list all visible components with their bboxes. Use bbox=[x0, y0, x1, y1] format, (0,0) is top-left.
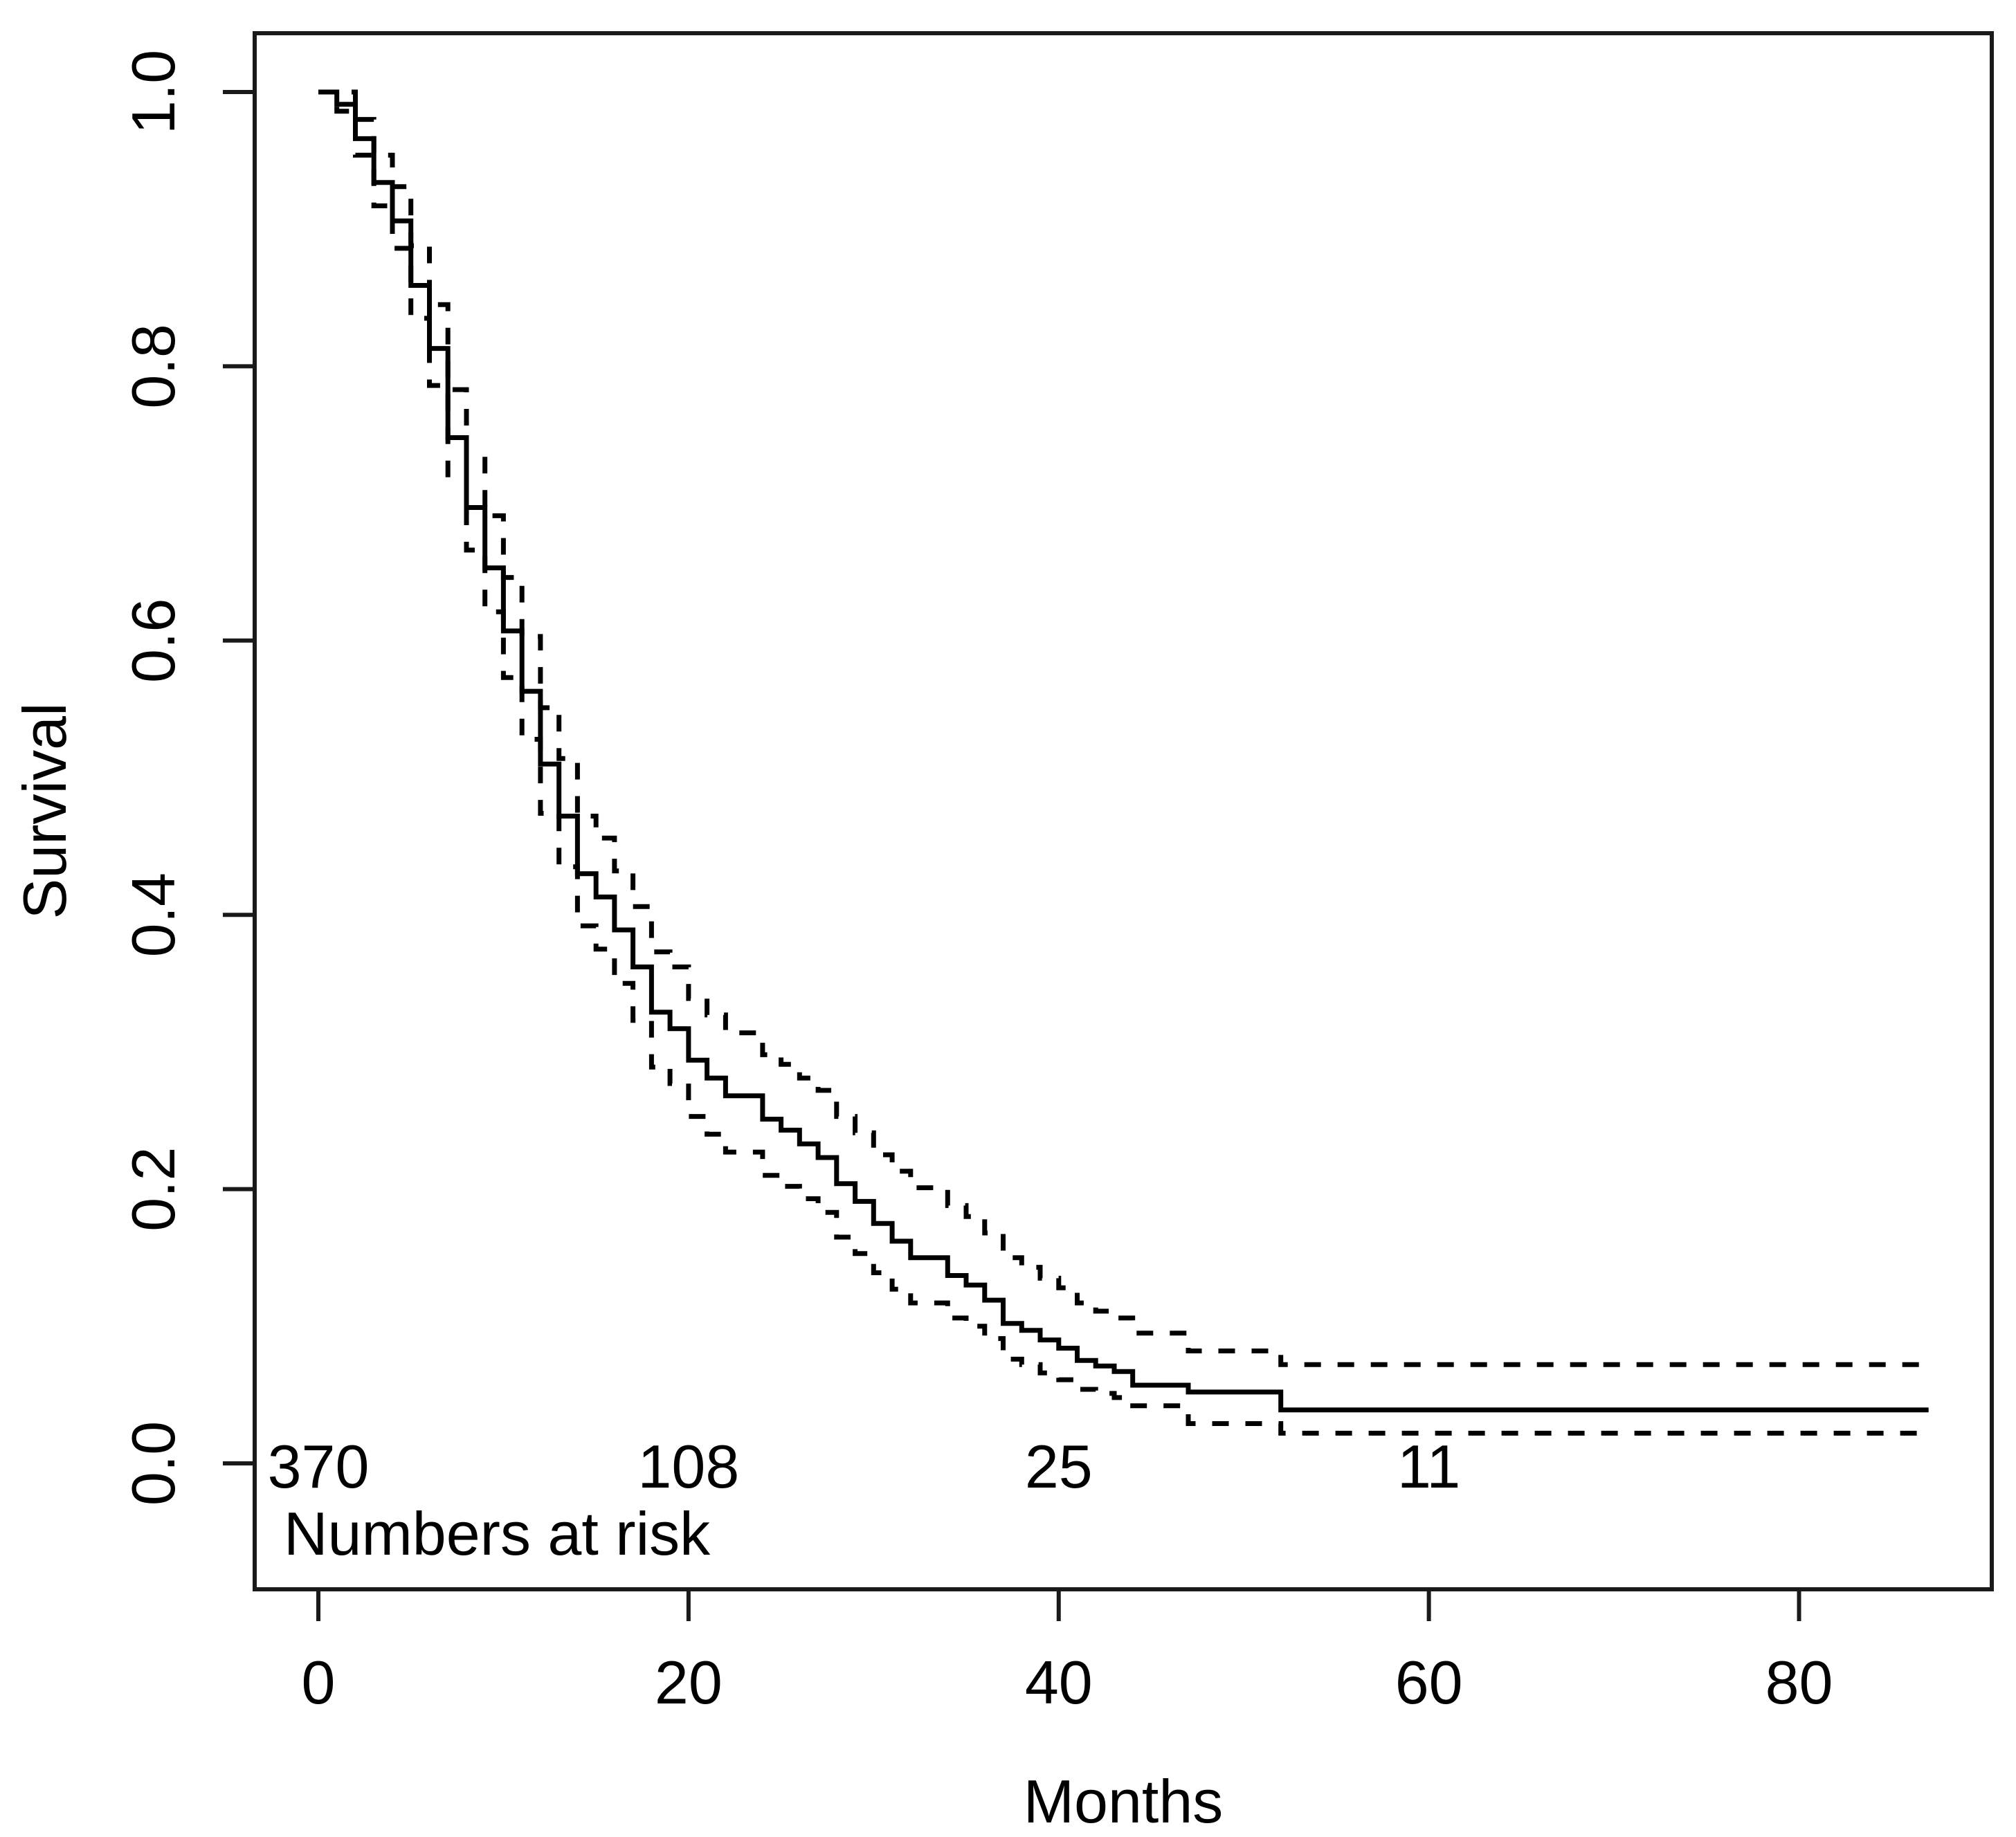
risk-count: 11 bbox=[1397, 1432, 1460, 1501]
numbers-at-risk-label: Numbers at risk bbox=[284, 1499, 711, 1568]
plot-frame bbox=[253, 31, 1994, 1591]
x-axis-ticks: 0 20 40 60 80 bbox=[302, 1589, 1833, 1717]
x-tick-label: 0 bbox=[302, 1648, 336, 1717]
y-tick-label: 0.4 bbox=[119, 872, 188, 957]
risk-count-row: 370 108 25 11 bbox=[268, 1432, 1461, 1501]
y-tick-label: 0.2 bbox=[119, 1146, 188, 1231]
risk-count: 108 bbox=[637, 1432, 739, 1501]
y-tick-label: 0.8 bbox=[119, 324, 188, 408]
y-tick-label: 0.0 bbox=[119, 1421, 188, 1506]
x-tick-label: 80 bbox=[1765, 1648, 1833, 1717]
y-tick-label: 1.0 bbox=[119, 50, 188, 134]
risk-count: 25 bbox=[1025, 1432, 1093, 1501]
survival-curve bbox=[318, 89, 1929, 1413]
x-tick-label: 40 bbox=[1025, 1648, 1093, 1717]
x-tick-label: 60 bbox=[1395, 1648, 1463, 1717]
y-axis-ticks: 1.0 0.8 0.6 0.4 0.2 0.0 bbox=[119, 50, 255, 1506]
upper-ci-curve bbox=[318, 89, 1929, 1367]
x-axis-label: Months bbox=[1024, 1767, 1224, 1836]
risk-count: 370 bbox=[268, 1432, 370, 1501]
y-tick-label: 0.6 bbox=[119, 598, 188, 683]
y-axis-label: Survival bbox=[10, 703, 79, 920]
lower-ci-curve bbox=[318, 89, 1929, 1436]
x-tick-label: 20 bbox=[655, 1648, 723, 1717]
